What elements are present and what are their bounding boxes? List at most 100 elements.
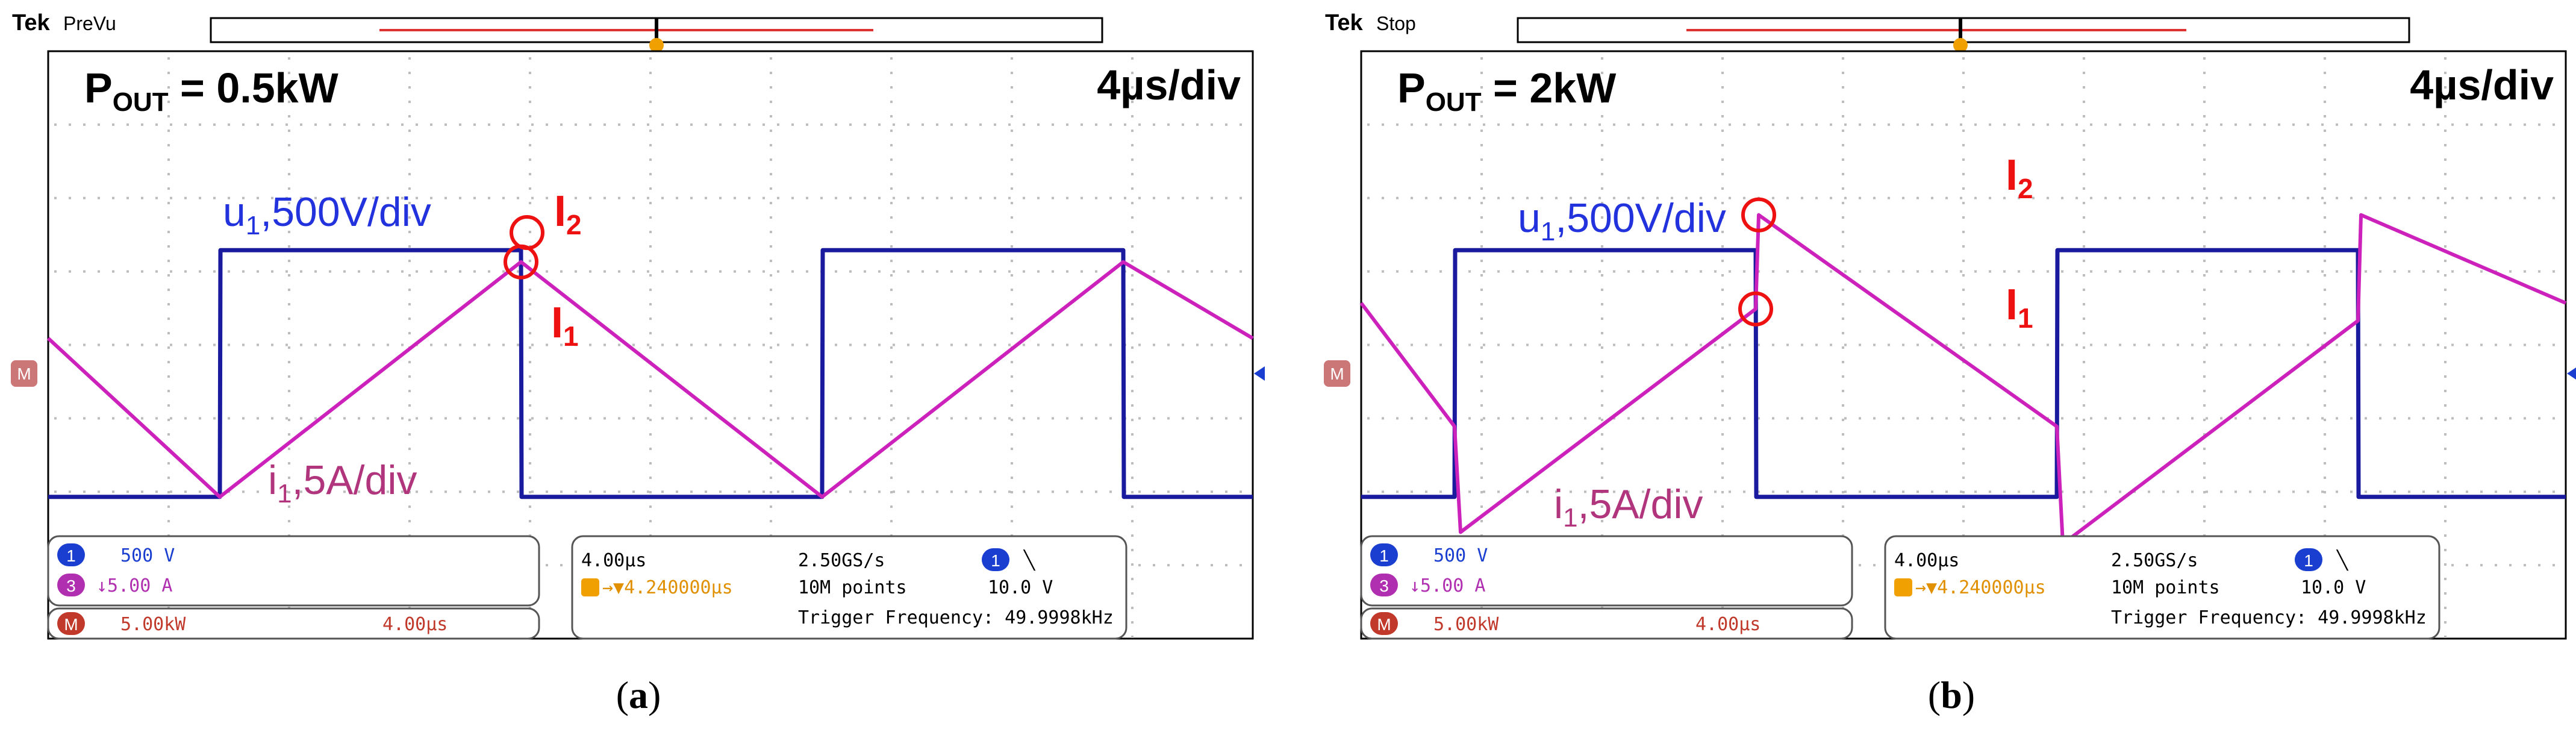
grid-dot <box>69 417 71 420</box>
grid-dot <box>1131 332 1134 334</box>
grid-dot <box>1480 375 1483 378</box>
grid-dot <box>300 417 302 420</box>
grid-dot <box>343 196 346 199</box>
ch3-badge[interactable] <box>57 574 85 596</box>
math-ref-marker <box>1324 360 1350 387</box>
grid-dot <box>1815 490 1818 493</box>
grid-dot <box>1131 158 1134 161</box>
ch3-badge[interactable] <box>1370 574 1398 596</box>
grid-dot <box>1962 491 1965 493</box>
grid-dot <box>2553 123 2555 126</box>
grid-dot <box>167 520 170 522</box>
grid-dot <box>1081 123 1083 126</box>
grid-dot <box>1859 196 1861 199</box>
grid-dot <box>1196 564 1199 567</box>
grid-dot <box>2263 123 2266 126</box>
grid-dot <box>1480 86 1483 89</box>
grid-dot <box>2480 196 2483 199</box>
grid-dot <box>1842 72 1844 74</box>
grid-dot <box>54 490 57 493</box>
grid-dot <box>167 375 170 378</box>
grid-dot <box>2324 115 2326 117</box>
grid-dot <box>517 343 519 346</box>
grid-dot <box>936 343 938 346</box>
grid-dot <box>401 417 404 420</box>
grid-dot <box>770 404 772 407</box>
grid-dot <box>1888 123 1890 126</box>
grid-dot <box>54 417 57 420</box>
grid-dot <box>770 57 772 60</box>
grid-dot <box>2480 490 2483 493</box>
grid-dot <box>979 343 982 346</box>
grid-dot <box>1974 490 1977 493</box>
grid-dot <box>806 270 808 273</box>
grid-dot <box>1396 490 1399 493</box>
grid-dot <box>2444 505 2447 508</box>
grid-dot <box>770 72 772 74</box>
grid-dot <box>2203 115 2206 117</box>
grid-dot <box>167 231 170 233</box>
grid-dot <box>314 196 317 199</box>
grid-dot <box>1700 490 1702 493</box>
grid-dot <box>1081 270 1083 273</box>
grid-dot <box>1671 490 1673 493</box>
grid-dot <box>2451 123 2454 126</box>
grid-dot <box>2083 419 2085 421</box>
grid-dot <box>1601 477 1603 479</box>
ch1-badge[interactable] <box>57 543 85 566</box>
grid-dot <box>1131 231 1134 233</box>
grid-dot <box>2336 270 2338 273</box>
grid-dot <box>372 123 375 126</box>
grid-dot <box>2083 216 2085 219</box>
math-badge[interactable] <box>1370 612 1398 635</box>
grid-dot <box>950 196 953 199</box>
grid-dot <box>1902 490 1904 493</box>
grid-dot <box>770 115 772 117</box>
grid-dot <box>705 343 707 346</box>
grid-dot <box>1468 343 1471 346</box>
grid-dot <box>288 448 290 450</box>
grid-dot <box>167 404 170 407</box>
grid-dot <box>155 270 158 273</box>
grid-dot <box>213 123 216 126</box>
grid-dot <box>2444 477 2447 479</box>
grid-dot <box>112 417 114 420</box>
trigger-source-badge[interactable] <box>982 548 1009 571</box>
grid-dot <box>358 270 360 273</box>
grid-dot <box>1685 196 1688 199</box>
grid-dot <box>603 417 606 420</box>
math-time-value: 4.00µs <box>1695 614 1760 635</box>
grid-dot <box>2321 490 2324 493</box>
grid-dot <box>141 123 143 126</box>
grid-dot <box>2437 196 2439 199</box>
grid-dot <box>1945 343 1948 346</box>
grid-dot <box>1182 564 1184 567</box>
grid-dot <box>791 343 794 346</box>
grid-dot <box>647 343 649 346</box>
grid-dot <box>167 101 170 103</box>
grid-dot <box>560 270 563 273</box>
acquisition-mode: PreVu <box>63 13 116 34</box>
grid-dot <box>408 173 411 175</box>
grid-dot <box>1225 343 1227 346</box>
grid-dot <box>1512 343 1514 346</box>
grid-dot <box>408 130 411 132</box>
grid-dot <box>1480 245 1483 248</box>
grid-dot <box>2553 196 2555 199</box>
grid-dot <box>531 196 534 199</box>
grid-dot <box>1480 202 1483 204</box>
grid-dot <box>416 490 418 493</box>
grid-dot <box>288 404 290 407</box>
grid-dot <box>649 115 652 117</box>
ch1-scale-value: 500 V <box>120 545 175 566</box>
grid-dot <box>98 343 100 346</box>
grid-dot <box>1011 448 1013 450</box>
grid-dot <box>676 417 678 420</box>
grid-dot <box>1512 270 1514 273</box>
ch1-badge[interactable] <box>1370 543 1398 566</box>
grid-dot <box>288 462 290 464</box>
math-badge[interactable] <box>57 612 85 635</box>
grid-dot <box>2133 270 2136 273</box>
trigger-source-badge[interactable] <box>2295 548 2322 571</box>
grid-dot <box>1196 490 1199 493</box>
